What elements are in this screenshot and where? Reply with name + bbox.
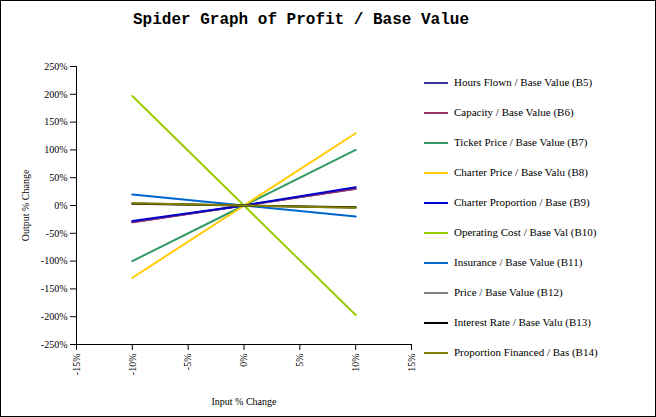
- svg-text:-200%: -200%: [41, 311, 68, 322]
- svg-text:0%: 0%: [54, 200, 67, 211]
- html-text:Hours Flown / Base Value (B5): Hours Flown / Base Value (B5): [454, 76, 593, 88]
- svg-text:50%: 50%: [49, 172, 67, 183]
- html-text:Interest Rate / Base Valu (B13: Interest Rate / Base Valu (B13): [454, 316, 591, 328]
- svg-text:100%: 100%: [44, 144, 67, 155]
- svg-text:5%: 5%: [294, 354, 305, 367]
- html-text:Ticket Price / Base Value (B7): Ticket Price / Base Value (B7): [454, 136, 588, 148]
- html-text:Charter Price / Base Valu (B8): Charter Price / Base Valu (B8): [454, 166, 588, 178]
- svg-text:-15%: -15%: [71, 354, 82, 376]
- svg-text:10%: 10%: [350, 354, 361, 372]
- svg-text:200%: 200%: [44, 89, 67, 100]
- html-text:Capacity / Base Value (B6): Capacity / Base Value (B6): [454, 106, 574, 118]
- svg-text:-150%: -150%: [41, 283, 68, 294]
- svg-text:-5%: -5%: [182, 354, 193, 371]
- html-text:Operating Cost / Base Val (B10: Operating Cost / Base Val (B10): [454, 226, 597, 238]
- svg-text:15%: 15%: [406, 354, 417, 372]
- svg-text:-50%: -50%: [46, 228, 68, 239]
- svg-text:150%: 150%: [44, 116, 67, 127]
- html-text:Insurance / Base Value (B11): Insurance / Base Value (B11): [454, 256, 583, 268]
- svg-text:-10%: -10%: [127, 354, 138, 376]
- html-text:Spider Graph of Profit / Base: Spider Graph of Profit / Base Value: [133, 11, 469, 29]
- svg-text:-100%: -100%: [41, 255, 68, 266]
- svg-text:Input % Change: Input % Change: [212, 396, 278, 407]
- svg-text:0%: 0%: [238, 354, 249, 367]
- html-text:Charter Proportion / Base (B9): Charter Proportion / Base (B9): [454, 196, 590, 208]
- svg-text:Output % Change: Output % Change: [20, 169, 31, 241]
- html-text:Proportion Financed / Bas (B14: Proportion Financed / Bas (B14): [454, 346, 598, 358]
- svg-text:250%: 250%: [44, 61, 67, 72]
- svg-text:-250%: -250%: [41, 339, 68, 350]
- html-text:Price / Base Value (B12): Price / Base Value (B12): [454, 286, 563, 298]
